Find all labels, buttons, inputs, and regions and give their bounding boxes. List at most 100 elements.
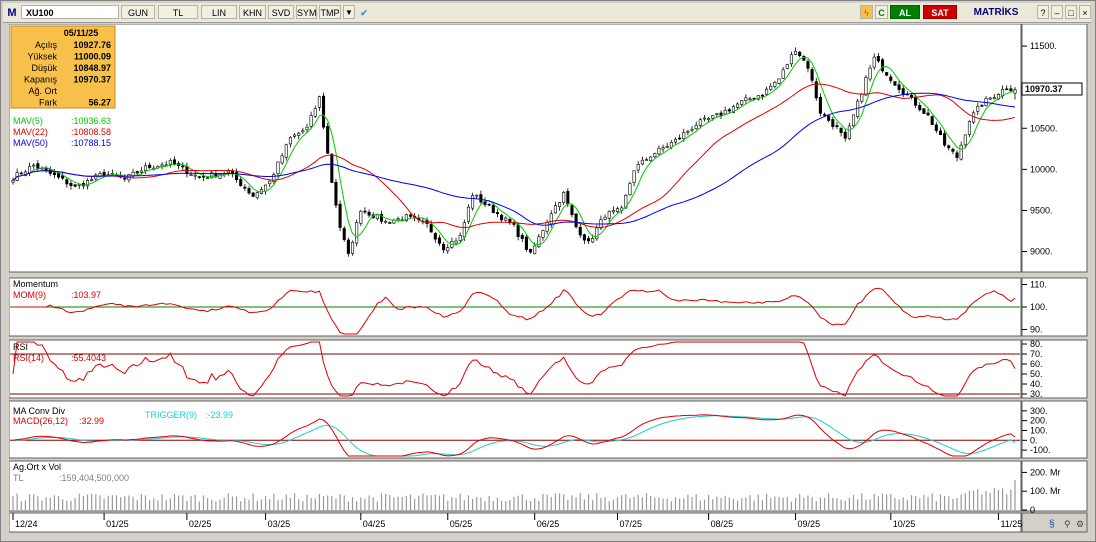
volume-legend-value: :159,404,500,000 bbox=[59, 473, 129, 483]
candle bbox=[251, 192, 255, 198]
buy-button[interactable]: AL bbox=[890, 5, 920, 19]
candle bbox=[934, 121, 938, 134]
ma-line-22 bbox=[12, 83, 1016, 229]
candle bbox=[955, 150, 959, 162]
candle bbox=[491, 203, 495, 214]
time-axis[interactable] bbox=[9, 512, 1022, 533]
candle bbox=[272, 172, 276, 186]
period-button-gun[interactable]: GUN bbox=[121, 5, 155, 19]
candle bbox=[698, 117, 702, 129]
dropdown-arrow-icon[interactable]: ▼ bbox=[343, 5, 355, 19]
price_panel-legend-label: MAV(5) bbox=[13, 116, 43, 126]
candle bbox=[288, 136, 292, 148]
candle bbox=[736, 102, 740, 109]
candle bbox=[673, 137, 678, 145]
candle bbox=[963, 134, 967, 149]
momentum_panel-title: Momentum bbox=[13, 279, 58, 289]
candle bbox=[65, 177, 69, 188]
refresh-icon[interactable]: C bbox=[875, 5, 888, 19]
candle bbox=[276, 161, 280, 178]
candle bbox=[926, 108, 930, 117]
minimize-icon[interactable]: – bbox=[1051, 5, 1063, 19]
candle bbox=[85, 178, 90, 190]
candle bbox=[326, 122, 330, 154]
help-icon[interactable]: ? bbox=[1037, 5, 1049, 19]
y-tick-label: 300. bbox=[1030, 406, 1048, 416]
candle bbox=[665, 142, 669, 149]
toolbar: M XU100 GUN TL LIN KHN SVD SYM TMP ▼ ✔ ϟ… bbox=[3, 3, 1091, 23]
candle bbox=[992, 94, 996, 100]
rsi_panel-title: RSI bbox=[13, 342, 28, 352]
lightning-icon[interactable]: ϟ bbox=[860, 5, 873, 19]
menu-button[interactable]: M bbox=[5, 5, 19, 19]
price-pane[interactable] bbox=[9, 24, 1022, 273]
momentum_panel-legend-value: :103.97 bbox=[71, 290, 101, 300]
candle bbox=[657, 145, 661, 156]
ohlc-value: 56.27 bbox=[88, 98, 111, 108]
candle bbox=[930, 115, 934, 126]
settings-icon[interactable]: ⚙ bbox=[1076, 519, 1084, 529]
y-tick-label: 9000. bbox=[1030, 247, 1053, 257]
candle bbox=[301, 127, 305, 135]
twitter-icon[interactable]: ✔ bbox=[357, 5, 371, 19]
candle bbox=[562, 191, 566, 206]
zoom-icon[interactable]: ⚲ bbox=[1064, 519, 1071, 529]
chart-area[interactable]: § ⚲ ⚙ 9000. 9500. 10000. 10500. 11500. 90. 100… bbox=[9, 24, 1089, 534]
x-tick-label: 05/25 bbox=[450, 519, 473, 529]
candle bbox=[615, 206, 620, 214]
candle bbox=[363, 207, 367, 215]
sync-icon[interactable]: § bbox=[1049, 519, 1055, 530]
volume-legend-label: TL bbox=[13, 473, 24, 483]
macd-legend-label: MACD(26,12) bbox=[13, 416, 68, 426]
symbol-field[interactable]: XU100 bbox=[21, 5, 119, 19]
candle bbox=[77, 183, 81, 190]
button-svd[interactable]: SVD bbox=[268, 5, 294, 19]
sell-button[interactable]: SAT bbox=[923, 5, 957, 19]
y-tick-label: 100. bbox=[1030, 302, 1048, 312]
price_panel-legend-value: :10808.58 bbox=[71, 127, 111, 137]
scale-button-lin[interactable]: LIN bbox=[201, 5, 237, 19]
candle bbox=[752, 97, 756, 100]
candle bbox=[210, 170, 214, 179]
candle bbox=[649, 156, 653, 162]
x-tick-label: 11/25 bbox=[1000, 519, 1022, 529]
axes: 9000. 9500. 10000. 10500. 11500. 90. 100. 110. 3… bbox=[12, 41, 1061, 529]
volume-series bbox=[12, 480, 1016, 510]
currency-button-tl[interactable]: TL bbox=[158, 5, 198, 19]
close-icon[interactable]: × bbox=[1079, 5, 1091, 19]
candle bbox=[690, 126, 694, 133]
candle bbox=[164, 161, 168, 167]
candle bbox=[951, 147, 955, 155]
candle bbox=[582, 233, 586, 244]
rsi_panel-legend-label: RSI(14) bbox=[13, 353, 44, 363]
candle bbox=[388, 221, 392, 224]
last-price-label: 10970.37 bbox=[1025, 84, 1063, 94]
candle bbox=[309, 111, 313, 130]
candle bbox=[607, 210, 611, 222]
candle bbox=[197, 175, 201, 179]
y-tick-label: 50. bbox=[1030, 369, 1043, 379]
macd-axis bbox=[1021, 400, 1088, 459]
candle bbox=[794, 47, 798, 56]
macd-legend-value: :32.99 bbox=[79, 416, 104, 426]
button-khn[interactable]: KHN bbox=[239, 5, 266, 19]
price-axis[interactable] bbox=[1021, 24, 1088, 273]
candle bbox=[520, 233, 524, 243]
volume-pane[interactable] bbox=[9, 460, 1022, 512]
button-sym[interactable]: SYM bbox=[296, 5, 317, 19]
maximize-icon[interactable]: □ bbox=[1065, 5, 1077, 19]
candle bbox=[835, 122, 839, 130]
candle bbox=[827, 114, 831, 123]
candle bbox=[247, 186, 251, 195]
x-tick-label: 04/25 bbox=[363, 519, 386, 529]
candle bbox=[611, 206, 615, 215]
candle bbox=[487, 203, 491, 207]
candle bbox=[586, 235, 591, 245]
rsi-pane[interactable] bbox=[9, 339, 1022, 399]
candle bbox=[847, 122, 851, 141]
macd-line bbox=[12, 414, 1016, 457]
ohlc-label: Düşük bbox=[31, 63, 57, 73]
button-tmp[interactable]: TMP bbox=[319, 5, 341, 19]
candle bbox=[988, 96, 992, 101]
y-tick-label: 90. bbox=[1030, 325, 1043, 335]
